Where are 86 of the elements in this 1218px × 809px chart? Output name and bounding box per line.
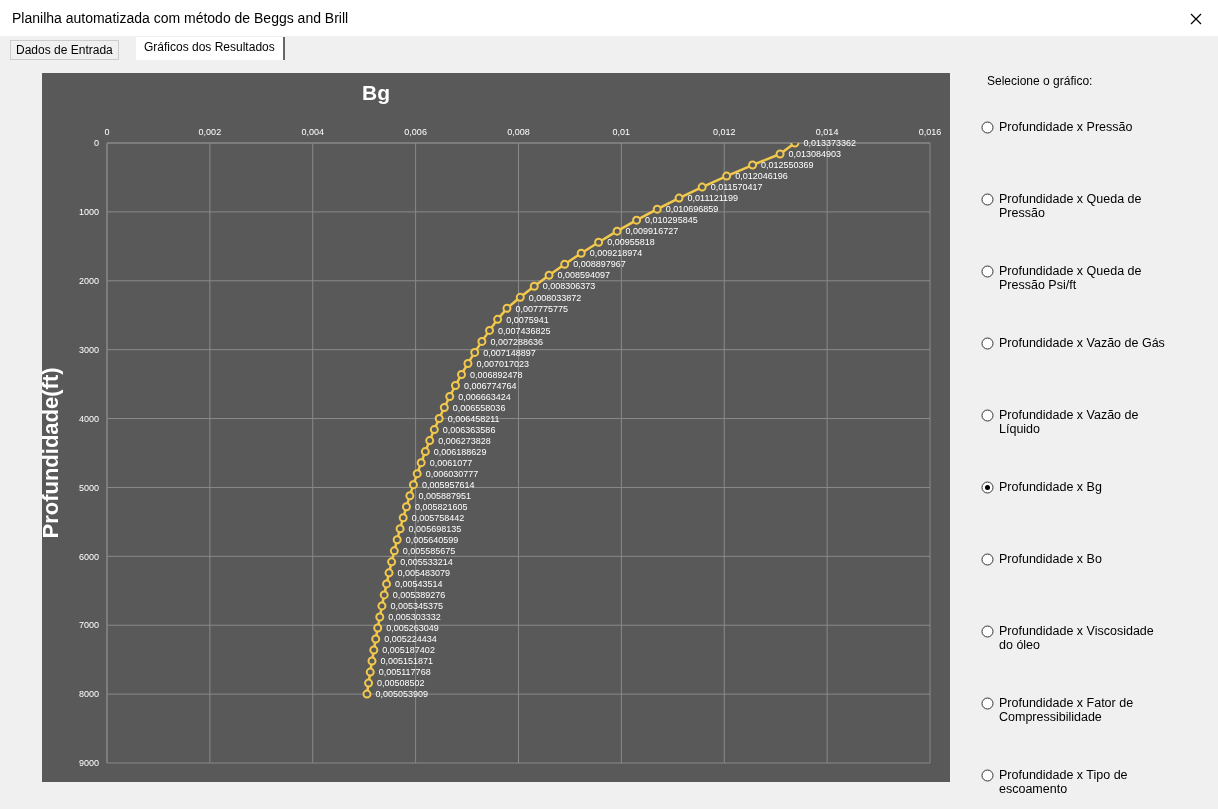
data-label: 0,008033872	[528, 292, 582, 303]
text: Profundidade x Bg	[999, 480, 1103, 494]
data-label: 0,006458211	[447, 413, 500, 424]
data-label: 0,00508502	[377, 678, 425, 689]
text: Profundidade x Bo	[999, 552, 1103, 566]
y-tick-label: 5000	[78, 482, 99, 493]
x-tick-label: 0,004	[301, 127, 325, 137]
data-label: 0,0061077	[429, 457, 473, 468]
data-label: 0,009916727	[625, 226, 679, 237]
data-label: 0,006774764	[463, 380, 517, 391]
data-label: 0,005640599	[405, 534, 459, 545]
data-label: 0,005821605	[414, 501, 468, 512]
data-label: 0,005533214	[400, 557, 453, 568]
y-tick-label: 8000	[78, 689, 99, 700]
data-label: 0,005887951	[418, 490, 471, 501]
data-label: 0,011121199	[687, 193, 739, 204]
data-label: 0,005117768	[378, 667, 431, 678]
data-label: 0,005758442	[411, 512, 465, 523]
text: Profundidade x Queda de Pressão	[999, 192, 1143, 220]
data-label: 0,007148897	[483, 347, 536, 358]
data-label: 0,012550369	[761, 160, 814, 171]
data-label: 0,005303332	[388, 612, 441, 623]
data-label: 0,013373362	[803, 138, 856, 149]
data-label: 0,006558036	[452, 402, 506, 413]
y-tick-label: 2000	[78, 275, 99, 286]
data-label: 0,006030777	[425, 468, 479, 479]
data-label: 0,006273828	[438, 435, 491, 446]
text: Profundidade x Queda de Pressão Psi/ft	[999, 264, 1143, 292]
data-label: 0,00543514	[395, 579, 443, 590]
data-label: 0,005224434	[384, 634, 437, 645]
data-label: 0,010295845	[645, 215, 698, 226]
text: Profundidade x Vazão de Líquido	[999, 408, 1140, 436]
x-tick-label: 0	[104, 127, 110, 137]
data-label: 0,005389276	[392, 590, 446, 601]
data-label: 0,008594097	[557, 270, 611, 281]
x-tick-label: 0,006	[404, 127, 427, 137]
data-label: 0,005483079	[397, 568, 451, 579]
data-label: 0,007288636	[490, 336, 543, 347]
text: Gráficos dos Resultados	[136, 37, 285, 60]
data-label: 0,005345375	[390, 601, 444, 612]
x-tick-label: 0,008	[507, 127, 530, 137]
data-label: 0,005698135	[408, 523, 462, 534]
data-label: 0,010696859	[665, 204, 719, 215]
data-label: 0,008306373	[542, 281, 596, 292]
data-label: 0,005187402	[382, 645, 435, 656]
y-tick-label: 1000	[78, 207, 99, 218]
y-tick-label: 4000	[78, 413, 99, 424]
data-label: 0,011570417	[710, 182, 763, 193]
data-label: 0,007775775	[515, 303, 569, 314]
text: Dados de Entrada	[10, 40, 119, 60]
data-label: 0,005585675	[402, 546, 456, 557]
data-label: 0,006663424	[458, 391, 511, 402]
y-tick-label: 9000	[78, 758, 99, 769]
data-label: 0,012046196	[735, 171, 788, 182]
data-label: 0,0075941	[506, 314, 549, 325]
data-label: 0,006188629	[433, 446, 487, 457]
text: Planilha automatizada com método de Beggs and Brill	[12, 10, 349, 26]
y-tick-label: 0	[93, 138, 99, 149]
x-tick-label: 0,01	[612, 127, 631, 137]
text: Profundidade x Fator de Compressibilidade	[999, 696, 1135, 724]
x-tick-label: 0,002	[198, 127, 222, 137]
chart-title: Bg	[362, 81, 390, 105]
y-axis-title: Profundidade(ft)	[37, 367, 63, 539]
x-tick-label: 0,014	[815, 127, 839, 137]
data-label: 0,005151871	[380, 656, 434, 667]
data-label: 0,008897967	[573, 259, 626, 270]
data-label: 0,009218974	[589, 248, 643, 259]
data-label: 0,013084903	[788, 149, 842, 160]
text: Profundidade x Vazão de Gás	[999, 336, 1166, 350]
data-label: 0,005053909	[375, 689, 429, 700]
text: Profundidade x Pressão	[999, 120, 1134, 134]
data-label: 0,007017023	[476, 358, 530, 369]
data-label: 0,006363586	[442, 424, 496, 435]
data-label: 0,005957614	[421, 479, 475, 490]
y-tick-label: 6000	[78, 551, 99, 562]
text: Profundidade x Viscosidade do óleo	[999, 624, 1155, 652]
data-label: 0,007436825	[498, 325, 551, 336]
data-label: 0,006892478	[470, 369, 523, 380]
x-tick-label: 0,012	[712, 127, 736, 137]
x-tick-label: 0,016	[918, 127, 942, 137]
text: Selecione o gráfico:	[987, 74, 1093, 88]
text: Profundidade x Tipo de escoamento	[999, 768, 1129, 796]
data-label: 0,005263049	[386, 623, 439, 634]
y-tick-label: 3000	[78, 344, 99, 355]
data-label: 0,00955818	[607, 237, 655, 248]
y-tick-label: 7000	[78, 620, 99, 631]
